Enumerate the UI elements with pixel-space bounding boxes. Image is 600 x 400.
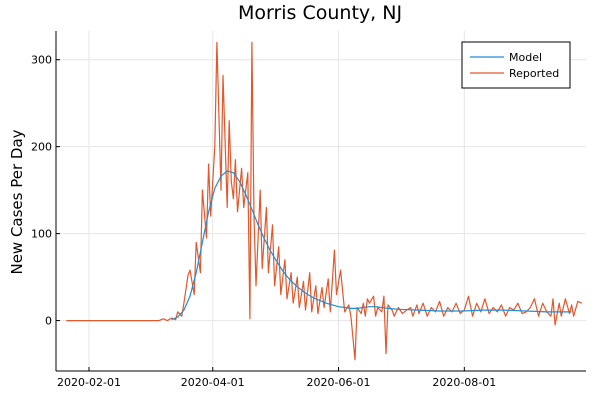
grid	[56, 31, 586, 371]
axes: 0 100 200 300 2020-02-01 2020-04-01 2020-06-01…	[31, 31, 586, 389]
legend-box	[461, 41, 571, 89]
y-tick-label: 0	[45, 315, 52, 328]
y-tick-label: 300	[31, 54, 52, 67]
y-tick-label: 200	[31, 141, 52, 154]
x-tick-label: 2020-08-01	[432, 376, 496, 389]
x-tick-label: 2020-06-01	[307, 376, 371, 389]
chart-title: Morris County, NJ	[238, 2, 402, 24]
legend-label-reported: Reported	[509, 67, 559, 80]
legend: Model Reported	[461, 41, 571, 89]
x-tick-label: 2020-02-01	[57, 376, 121, 389]
x-tick-label: 2020-04-01	[181, 376, 245, 389]
series-line-model	[171, 170, 572, 321]
y-axis-label: New Cases Per Day	[8, 129, 26, 274]
legend-label-model: Model	[509, 51, 542, 64]
y-tick-label: 100	[31, 228, 52, 241]
series-line-reported	[66, 41, 583, 361]
series-lines	[66, 41, 583, 361]
